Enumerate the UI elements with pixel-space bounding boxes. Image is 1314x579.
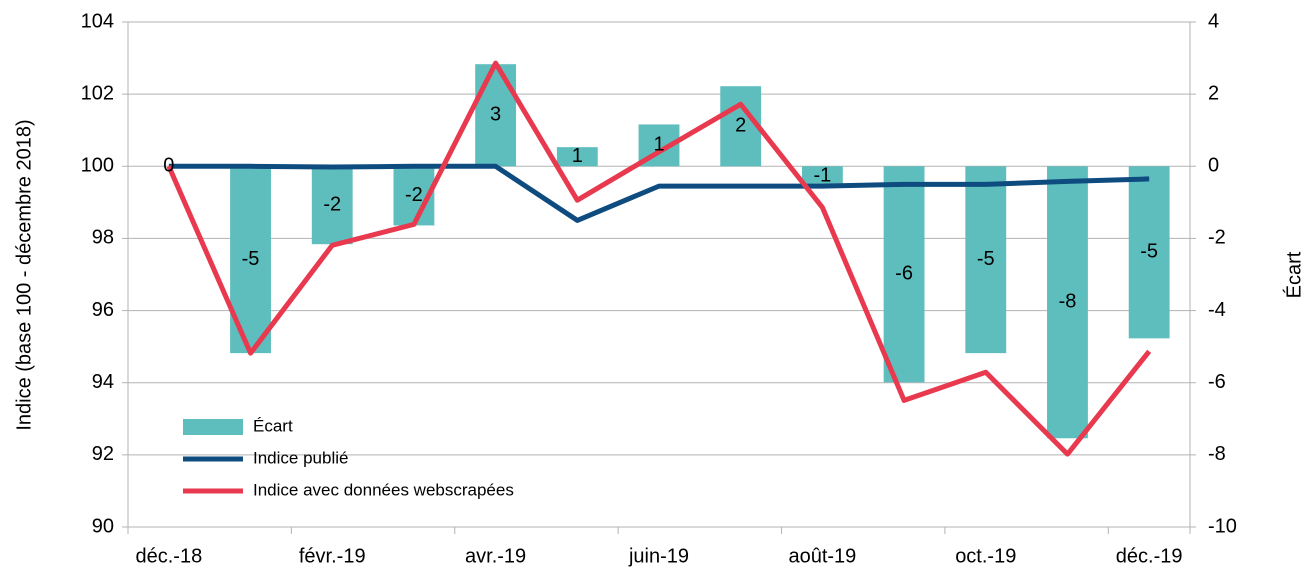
x-tick-label: juin-19 bbox=[628, 545, 689, 567]
y2-tick-label: -8 bbox=[1208, 443, 1226, 465]
legend-label: Indice publié bbox=[253, 448, 348, 467]
y2-tick-label: 4 bbox=[1208, 10, 1219, 32]
line bbox=[168, 163, 1150, 223]
bar bbox=[1047, 166, 1088, 439]
y-tick-label: 100 bbox=[81, 155, 114, 177]
data-label: 1 bbox=[572, 145, 583, 167]
bar bbox=[556, 147, 598, 167]
y-tick-label: 102 bbox=[81, 82, 114, 104]
bar bbox=[883, 166, 925, 383]
x-tick-label: déc.-19 bbox=[1116, 545, 1183, 567]
bar bbox=[801, 166, 843, 187]
y-tick-label: 98 bbox=[92, 227, 114, 249]
y2-axis-title: Écart bbox=[1282, 251, 1305, 298]
y2-tick-label: -10 bbox=[1208, 515, 1237, 537]
bar bbox=[965, 166, 1007, 354]
y-tick-label: 94 bbox=[92, 371, 114, 393]
x-tick-label: août-19 bbox=[788, 545, 856, 567]
data-label: -1 bbox=[813, 164, 831, 186]
y-tick-label: 92 bbox=[92, 443, 114, 465]
bar bbox=[311, 166, 353, 245]
legend-swatch bbox=[183, 419, 243, 435]
y2-tick-label: -6 bbox=[1208, 371, 1226, 393]
data-label: -5 bbox=[1140, 241, 1158, 263]
data-label: -5 bbox=[242, 248, 260, 270]
x-tick-label: déc.-18 bbox=[135, 545, 202, 567]
data-label: -6 bbox=[895, 263, 913, 285]
y-tick-label: 96 bbox=[92, 299, 114, 321]
data-label: -8 bbox=[1059, 291, 1077, 313]
y2-tick-label: 2 bbox=[1208, 82, 1219, 104]
data-label: 1 bbox=[653, 134, 664, 156]
data-label: 2 bbox=[735, 115, 746, 137]
y2-tick-label: 0 bbox=[1208, 155, 1219, 177]
bar bbox=[1128, 166, 1170, 339]
legend-label: Écart bbox=[253, 416, 293, 435]
bar bbox=[720, 86, 762, 167]
data-label: 3 bbox=[490, 104, 501, 126]
y-tick-label: 90 bbox=[92, 515, 114, 537]
data-label: -2 bbox=[405, 184, 423, 206]
y2-tick-label: -2 bbox=[1208, 227, 1226, 249]
data-label: 0 bbox=[163, 155, 174, 177]
x-tick-label: oct.-19 bbox=[955, 545, 1016, 567]
line bbox=[166, 60, 1152, 457]
y-tick-label: 104 bbox=[81, 10, 114, 32]
x-tick-label: févr.-19 bbox=[299, 545, 366, 567]
data-label: -5 bbox=[977, 248, 995, 270]
x-tick-label: avr.-19 bbox=[465, 545, 526, 567]
legend-label: Indice avec données webscrapées bbox=[253, 480, 514, 499]
y-axis-title: Indice (base 100 - décembre 2018) bbox=[13, 119, 35, 430]
y2-tick-label: -4 bbox=[1208, 299, 1226, 321]
data-label: -2 bbox=[323, 194, 341, 216]
